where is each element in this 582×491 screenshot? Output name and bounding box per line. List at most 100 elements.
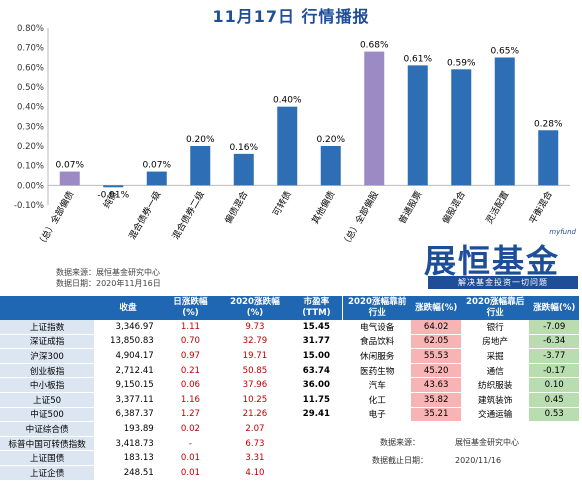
close-value: 13,850.83 [94, 334, 162, 350]
ytd-change: 21.26 [219, 407, 291, 423]
category-label: 其他偏债 [309, 189, 337, 226]
table-row: 化工 35.82 建筑装饰 0.45 [343, 392, 579, 408]
date-value: 2020/11/16 [455, 456, 502, 465]
table-row: 沪深300 4,904.17 0.97 19.71 15.00 [0, 348, 342, 364]
index-name: 上证指数 [0, 320, 95, 335]
data-label: -0.01% [97, 190, 129, 200]
index-name: 深证成指 [0, 334, 95, 350]
ytd-change: 50.85 [219, 363, 291, 379]
daily-change: 0.06 [161, 377, 220, 393]
bottom-industry-change: 0.10 [529, 377, 579, 393]
category-label: 偏债混合 [222, 189, 250, 226]
daily-change: 0.02 [161, 421, 220, 437]
index-name: 中小板指 [0, 377, 95, 393]
column-header: 涨跌幅(%) [529, 296, 579, 320]
bar [407, 65, 428, 186]
table-row: 标普中国可转债指数 3,418.73-6.73 [0, 436, 342, 452]
close-value: 4,904.17 [94, 348, 162, 364]
bottom-industry: 房地产 [460, 334, 530, 350]
source-label: 数据来源： [56, 268, 96, 277]
bar [103, 185, 124, 188]
category-label: （总）全部偏债 [34, 189, 76, 250]
top-industry: 电子 [343, 407, 412, 423]
table-row: 创业板指 2,712.41 0.21 50.85 63.74 [0, 363, 342, 379]
table-row: 电子 35.21 交通运输 0.53 [343, 407, 579, 423]
pe-ratio: 11.75 [290, 392, 342, 408]
column-header: 日涨跌幅 (%) [161, 296, 220, 320]
pe-ratio [290, 450, 342, 466]
brand-logo: myfund 展恒基金 解决基金投资一切问题 [420, 228, 580, 290]
page-title: 11月17日 行情播报 [212, 7, 370, 26]
bar [538, 130, 559, 186]
table-row: 医药生物 45.20 通信 -0.17 [343, 363, 579, 379]
table-row: 休闲服务 55.53 采掘 -3.77 [343, 348, 579, 364]
bottom-industry: 建筑装饰 [460, 392, 530, 408]
pe-ratio: 31.77 [290, 334, 342, 350]
y-tick-label: 0.30% [17, 122, 44, 132]
top-industry-change: 35.21 [411, 407, 461, 423]
table-row: 电气设备 64.02 银行 -7.09 [343, 320, 579, 335]
table-source: 数据来源： 展恒基金研究中心 数据截止日期： 2020/11/16 [345, 434, 581, 470]
top-industry-change: 62.05 [411, 334, 461, 350]
category-label: 平衡混合 [526, 189, 554, 226]
data-label: 0.07% [142, 161, 171, 171]
bar [277, 106, 298, 186]
index-name: 标普中国可转债指数 [0, 436, 95, 452]
data-label: 0.61% [403, 54, 432, 64]
index-name: 上证国债 [0, 450, 95, 466]
bottom-industry-change: 0.53 [529, 407, 579, 423]
close-value: 3,346.97 [94, 320, 162, 335]
y-tick-label: 0.80% [17, 24, 44, 34]
top-industry: 汽车 [343, 377, 412, 393]
table-row: 食品饮料 62.05 房地产 -6.34 [343, 334, 579, 350]
source-value: 展恒基金研究中心 [455, 438, 519, 447]
bottom-industry-change: 0.45 [529, 392, 579, 408]
table-row: 中证500 6,387.37 1.27 21.26 29.41 [0, 407, 342, 423]
close-value: 9,150.15 [94, 377, 162, 393]
date-label: 数据截止日期： [372, 456, 428, 465]
close-value: 6,387.37 [94, 407, 162, 423]
source-value: 展恒基金研究中心 [96, 268, 160, 277]
ytd-change: 2.07 [219, 421, 291, 437]
bottom-industry-change: -6.34 [529, 334, 579, 350]
pe-ratio: 36.00 [290, 377, 342, 393]
table-row: 上证国债 183.13 0.01 3.31 [0, 450, 342, 466]
daily-change: 0.21 [161, 363, 220, 379]
index-name: 上证50 [0, 392, 95, 408]
bottom-industry: 纺织服装 [460, 377, 530, 393]
table-row: 深证成指 13,850.83 0.70 32.79 31.77 [0, 334, 342, 350]
bar [320, 146, 341, 186]
index-name: 创业板指 [0, 363, 95, 379]
bar [364, 51, 385, 186]
chart-source: 数据来源：展恒基金研究中心 数据日期：2020年11月16日 [56, 267, 161, 289]
column-header: 市盈率 (TTM) [290, 296, 342, 320]
y-tick-label: 0.20% [17, 142, 44, 152]
close-value: 193.89 [94, 421, 162, 437]
daily-change: 0.70 [161, 334, 220, 350]
y-tick-label: 0.60% [17, 63, 44, 73]
bar [233, 153, 254, 186]
close-value: 183.13 [94, 450, 162, 466]
pe-ratio: 29.41 [290, 407, 342, 423]
top-industry-change: 43.63 [411, 377, 461, 393]
data-label: 0.20% [316, 135, 345, 145]
category-label: 混合债券二级 [169, 189, 206, 242]
bar [146, 171, 167, 186]
close-value: 2,712.41 [94, 363, 162, 379]
fund-return-bar-chart: -0.10% 0.00% 0.10% 0.20% 0.30% 0.40% 0.50% 0.60… [14, 24, 570, 250]
top-industry-change: 64.02 [411, 320, 461, 335]
index-name: 中证500 [0, 407, 95, 423]
data-label: 0.59% [447, 58, 476, 68]
top-industry: 电气设备 [343, 320, 412, 335]
column-header: 2020涨幅靠后 行业 [460, 296, 530, 320]
y-tick-label: 0.00% [17, 181, 44, 191]
data-label: 0.40% [273, 96, 302, 106]
bottom-industry-change: -0.17 [529, 363, 579, 379]
top-industry: 医药生物 [343, 363, 412, 379]
ytd-change: 9.73 [219, 320, 291, 335]
category-label: 混合债券一级 [126, 189, 163, 242]
pe-ratio: 63.74 [290, 363, 342, 379]
ytd-change: 37.96 [219, 377, 291, 393]
data-label: 0.20% [186, 135, 215, 145]
logo-tagline: myfund [549, 228, 576, 236]
